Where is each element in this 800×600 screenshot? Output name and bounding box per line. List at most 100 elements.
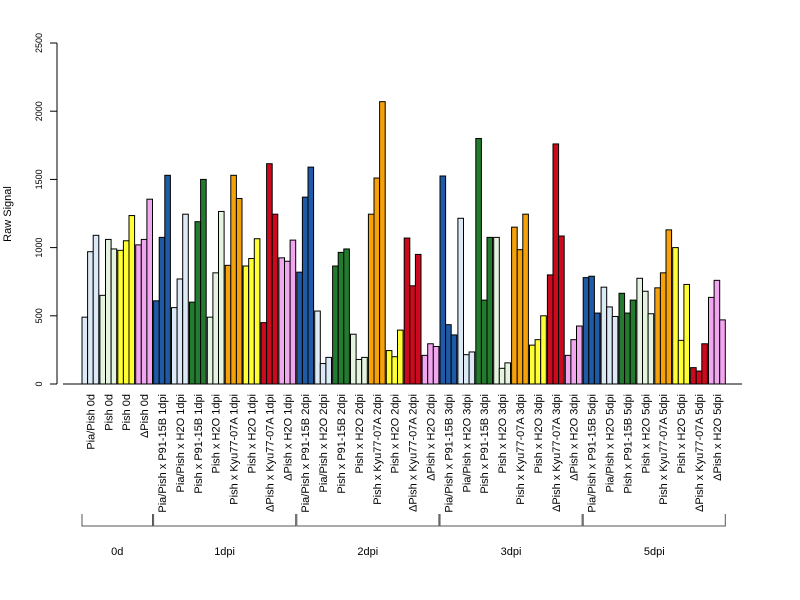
- x-tick-label: Pish x P91-15B 3dpi: [479, 394, 491, 494]
- bar: [403, 237, 411, 385]
- bar: [176, 278, 184, 385]
- bar: [475, 137, 482, 385]
- x-tick-label: Pish x H2O 2dpi: [354, 394, 366, 473]
- bar: [171, 307, 178, 385]
- x-tick-label: ΔPish x H2O 1dpi: [282, 394, 294, 481]
- bar: [200, 178, 207, 385]
- bar: [373, 177, 381, 385]
- bar: [301, 196, 309, 385]
- x-tick-label: ΔPish x H2O 2dpi: [426, 394, 438, 481]
- bar: [600, 286, 608, 385]
- bar: [128, 215, 136, 385]
- bar: [122, 240, 130, 385]
- bar: [105, 238, 112, 385]
- bar: [296, 271, 303, 385]
- bar: [701, 343, 708, 385]
- x-tick-label: ΔPish x Kyu77-07A 5dpi: [694, 394, 706, 512]
- bar: [529, 344, 536, 385]
- bar: [319, 363, 327, 385]
- bar: [713, 279, 721, 385]
- bar: [659, 272, 667, 385]
- bar: [522, 213, 529, 385]
- x-tick-label: Pish x Kyu77-07A 3dpi: [515, 394, 527, 505]
- bar: [248, 258, 255, 385]
- x-tick-label: Pish x Kyu77-07A 5dpi: [658, 394, 670, 505]
- time-group-bracket: [153, 514, 297, 527]
- bar: [385, 350, 393, 385]
- time-group-brackets: 0d 1dpi 2dpi 3dpi 5dpi: [81, 514, 726, 558]
- bar: [140, 238, 148, 385]
- y-tick-label: 500: [34, 308, 44, 323]
- bar: [540, 315, 547, 385]
- x-tick-label: ΔPish 0d: [139, 394, 151, 438]
- x-tick-label: Pia/Pish x P91-15B 2dpi: [300, 394, 312, 513]
- bar: [677, 339, 685, 385]
- x-tick-label: Pish x H2O 1dpi: [211, 394, 223, 473]
- bar: [432, 345, 440, 385]
- bar: [439, 175, 447, 385]
- bar: [397, 329, 404, 385]
- bar: [421, 354, 429, 385]
- x-tick-label: Pia/Pish x H2O 1dpi: [175, 394, 187, 492]
- y-tick-label: 2500: [34, 33, 44, 53]
- bar: [486, 236, 494, 385]
- x-tick-label: Pia/Pish x H2O 5dpi: [605, 394, 617, 492]
- bar: [719, 319, 726, 385]
- bar: [695, 370, 703, 385]
- bar: [224, 264, 232, 385]
- bar: [135, 244, 142, 385]
- bar: [463, 354, 470, 385]
- bar: [611, 315, 619, 385]
- bar: [546, 274, 554, 385]
- bar: [188, 301, 196, 385]
- x-tick-label: ΔPish x H2O 3dpi: [569, 394, 581, 481]
- x-tick-label: Pia/Pish 0d: [85, 394, 97, 450]
- bar: [361, 356, 368, 385]
- bar: [534, 339, 542, 385]
- bar: [457, 217, 464, 385]
- bar: [708, 296, 715, 385]
- bar: [266, 163, 273, 385]
- bar: [672, 247, 679, 385]
- bar: [570, 339, 578, 385]
- bar: [235, 198, 243, 385]
- bar: [683, 283, 691, 385]
- time-group-bracket: [81, 514, 153, 527]
- x-tick-label: Pish x H2O 2dpi: [390, 394, 402, 473]
- bar: [480, 299, 488, 385]
- bar: [624, 312, 631, 385]
- bar: [284, 260, 291, 385]
- bar: [117, 249, 124, 385]
- bar: [409, 285, 416, 385]
- x-tick-label: ΔPish x Kyu77-07A 1dpi: [264, 394, 276, 512]
- x-tick-label: ΔPish x H2O 5dpi: [712, 394, 724, 481]
- bar: [642, 290, 649, 385]
- bar: [314, 310, 321, 385]
- y-tick-label: 2000: [34, 101, 44, 121]
- bar: [81, 316, 89, 385]
- y-tick-label: 1000: [34, 238, 44, 258]
- bar: [271, 213, 279, 385]
- x-tick-label: Pia/Pish x H2O 2dpi: [318, 394, 330, 492]
- bar: [206, 316, 214, 385]
- bar: [158, 236, 166, 385]
- bar: [350, 333, 357, 385]
- bar: [511, 226, 518, 385]
- bar: [99, 294, 107, 385]
- bar: [588, 275, 595, 385]
- x-tick-label: Pish x Kyu77-07A 1dpi: [229, 394, 241, 505]
- bar: [343, 248, 350, 385]
- bar: [307, 166, 315, 385]
- bar: [367, 213, 375, 385]
- bar: [665, 229, 673, 385]
- bar: [450, 334, 458, 385]
- bar: [391, 356, 398, 385]
- bars: [81, 101, 726, 385]
- bar: [468, 351, 476, 385]
- bar: [194, 221, 202, 385]
- x-tick-label: Pish x P91-15B 2dpi: [336, 394, 348, 494]
- bar: [516, 249, 524, 385]
- time-group-label: 2dpi: [357, 546, 378, 558]
- x-tick-label: ΔPish x Kyu77-07A 2dpi: [408, 394, 420, 512]
